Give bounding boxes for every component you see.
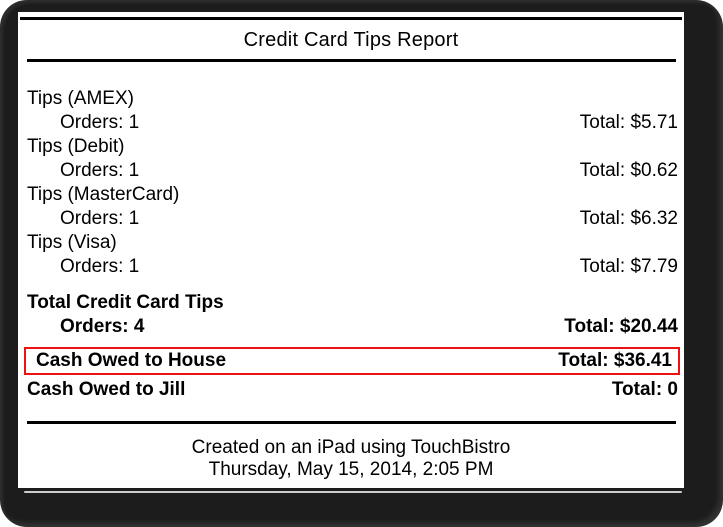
cash-row-total: Total: 0 [611,379,678,400]
footer-created-line: Created on an iPad using TouchBistro [191,437,511,458]
cash-row-total: Total: $36.41 [558,350,672,371]
section-label: Tips (AMEX) [27,88,134,109]
section-label: Tips (Visa) [27,232,117,253]
tip-section-amex: Tips (AMEX) Orders: 1 Total: $5.71 [27,87,678,135]
cash-row-label: Cash Owed to Jill [27,379,186,400]
section-values-row: Orders: 1 Total: $6.32 [27,207,678,231]
orders-count: Orders: 1 [60,160,140,181]
footer: Created on an iPad using TouchBistro Thu… [18,437,684,481]
section-total: Total: $7.79 [579,256,678,277]
orders-count: Orders: 1 [60,256,140,277]
section-total: Total: $5.71 [579,112,678,133]
header-bottom-rule [27,59,676,62]
section-values-row: Orders: 1 Total: $0.62 [27,159,678,183]
tip-section-mastercard: Tips (MasterCard) Orders: 1 Total: $6.32 [27,183,678,231]
cash-row-label: Cash Owed to House [36,350,227,371]
header-top-rule [20,17,682,20]
footer-date-line: Thursday, May 15, 2014, 2:05 PM [208,459,494,480]
footer-rule [27,421,676,424]
summary-section: Total Credit Card Tips Orders: 4 Total: … [27,291,678,339]
tips-sections: Tips (AMEX) Orders: 1 Total: $5.71 Tips … [18,87,684,339]
tip-section-visa: Tips (Visa) Orders: 1 Total: $7.79 [27,231,678,279]
summary-orders-count: Orders: 4 [60,316,145,337]
summary-total: Total: $20.44 [564,316,678,337]
cash-owed-jill-row: Cash Owed to Jill Total: 0 [18,378,684,402]
report-title: Credit Card Tips Report [243,29,459,51]
section-label: Tips (MasterCard) [27,184,180,205]
receipt-report: Credit Card Tips Report Tips (AMEX) Orde… [18,12,684,488]
section-total: Total: $6.32 [579,208,678,229]
highlight-box: Cash Owed to House Total: $36.41 [24,347,680,375]
cash-owed-house-row: Cash Owed to House Total: $36.41 [35,349,672,373]
section-values-row: Orders: 1 Total: $7.79 [27,255,678,279]
summary-label: Total Credit Card Tips [27,292,224,313]
paper-edge-highlight [24,491,682,493]
orders-count: Orders: 1 [60,112,140,133]
section-total: Total: $0.62 [579,160,678,181]
summary-values-row: Orders: 4 Total: $20.44 [27,315,678,339]
section-label: Tips (Debit) [27,136,125,157]
orders-count: Orders: 1 [60,208,140,229]
tip-section-debit: Tips (Debit) Orders: 1 Total: $0.62 [27,135,678,183]
section-values-row: Orders: 1 Total: $5.71 [27,111,678,135]
